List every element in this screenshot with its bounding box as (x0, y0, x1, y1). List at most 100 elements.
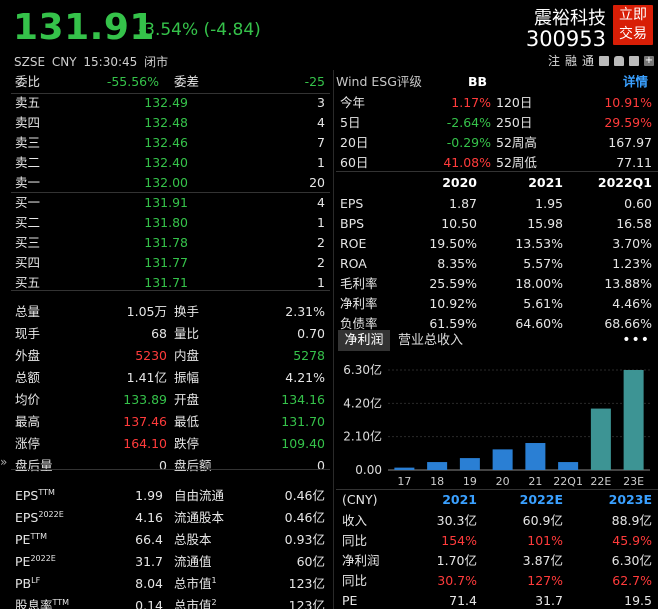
stat-row: 最高 137.46 最低 131.70 (11, 411, 330, 433)
bar[interactable] (525, 443, 546, 470)
valuation-value: 8.04 (135, 576, 163, 591)
square-icon[interactable] (599, 55, 609, 66)
bar[interactable] (623, 370, 644, 470)
esg-details-link[interactable]: 详情 (622, 74, 648, 89)
forecast-col-3: 2023E (608, 492, 652, 507)
order-ratio-row: 委比 -55.56% 委差 -25 (11, 71, 330, 93)
fin-value: 1.95 (535, 196, 563, 211)
bids-label: 买一 (15, 195, 41, 210)
note-button[interactable]: 注 (547, 54, 560, 68)
asks-row[interactable]: 卖三 132.46 7 (11, 133, 330, 153)
forecast-header: (CNY) 2021 2022E 2023E (336, 490, 658, 511)
bids-price: 131.91 (144, 195, 188, 210)
y-tick-label: 4.20亿 (343, 395, 382, 410)
bar[interactable] (394, 467, 415, 470)
financial-row: ROE 19.50% 13.53% 3.70% (336, 234, 658, 254)
fin-value: 0.60 (624, 196, 652, 211)
share-label: 总股本 (174, 529, 212, 551)
valuation-row: PE2022E 31.7 流通值 60亿 (11, 551, 330, 573)
stat-value: 131.70 (281, 414, 325, 429)
perf-value: 10.91% (604, 95, 652, 110)
valuation-label-sup: 2022E (38, 510, 64, 519)
bar[interactable] (558, 462, 579, 470)
forecast-value: 3.87亿 (522, 553, 563, 568)
trade-now-button[interactable]: 立即交易 (613, 5, 653, 45)
divider (11, 469, 330, 470)
asks-label: 卖五 (15, 95, 41, 110)
share-value: 60亿 (296, 554, 325, 569)
collapse-arrow-icon[interactable]: » (0, 455, 8, 469)
divider (11, 290, 330, 291)
bar[interactable] (492, 449, 513, 470)
net-profit-chart: 0.00 2.10亿 4.20亿 6.30亿 17 18 19 20 21 22Q1 22E 23E (343, 362, 650, 488)
stat-label: 盘后量 (15, 458, 53, 473)
fin-label: ROE (340, 236, 367, 251)
bar[interactable] (459, 458, 480, 470)
stat-label: 量比 (174, 326, 200, 341)
stat-label: 振幅 (174, 370, 200, 385)
fin-value: 61.59% (429, 316, 477, 331)
bids-row[interactable]: 买四 131.77 2 (11, 253, 330, 273)
bids-volume: 4 (317, 195, 325, 210)
tab-net-profit[interactable]: 净利润 (338, 330, 390, 351)
fin-value: 18.00% (515, 276, 563, 291)
stat-value: 137.46 (123, 414, 167, 429)
stat-row: 现手 68 量比 0.70 (11, 323, 330, 345)
y-tick-label: 2.10亿 (343, 429, 382, 444)
share-label-text: 流通股本 (174, 510, 225, 525)
fin-value: 13.88% (604, 276, 652, 291)
x-tick-label: 21 (528, 475, 542, 488)
bids-row[interactable]: 买三 131.78 2 (11, 233, 330, 253)
tab-revenue[interactable]: 营业总收入 (398, 333, 464, 348)
y-tick-label: 0.00 (355, 463, 382, 477)
asks-row[interactable]: 卖四 132.48 4 (11, 113, 330, 133)
diff-label: 委差 (174, 74, 200, 89)
bids-price: 131.78 (144, 235, 188, 250)
stat-label: 总量 (15, 304, 41, 319)
perf-value: 77.11 (616, 155, 652, 170)
stat-value: 0 (317, 458, 325, 473)
bids-row[interactable]: 买二 131.80 1 (11, 213, 330, 233)
valuation-label: EPSTTM (15, 485, 55, 509)
share-value: 0.93亿 (284, 532, 325, 547)
price-change: -3.54% (-4.84) (138, 20, 261, 40)
asks-label: 卖三 (15, 135, 41, 150)
fin-value: 1.23% (612, 256, 652, 271)
connect-button[interactable]: 通 (581, 54, 594, 68)
valuation-label: PE2022E (15, 551, 56, 575)
add-icon[interactable]: + (644, 54, 654, 66)
bar[interactable] (427, 462, 448, 470)
valuation-label: EPS2022E (15, 507, 64, 531)
stat-row: 外盘 5230 内盘 5278 (11, 345, 330, 367)
asks-price: 132.40 (144, 155, 188, 170)
ratio-label: 委比 (15, 74, 41, 89)
perf-value: -2.64% (446, 115, 491, 130)
fin-year-2: 2021 (528, 175, 563, 190)
bar[interactable] (590, 408, 611, 470)
stat-value: 5230 (135, 348, 167, 363)
bell-icon[interactable] (614, 55, 624, 66)
bids-row[interactable]: 买一 131.91 4 (11, 193, 330, 213)
window-icon[interactable] (629, 55, 639, 66)
asks-row[interactable]: 卖二 132.40 1 (11, 153, 330, 173)
stat-row: 总额 1.41亿 振幅 4.21% (11, 367, 330, 389)
bids-row[interactable]: 买五 131.71 1 (11, 273, 330, 293)
more-icon[interactable]: ••• (622, 332, 650, 348)
asks-row[interactable]: 卖五 132.49 3 (11, 93, 330, 113)
margin-button[interactable]: 融 (564, 54, 577, 68)
financial-row: EPS 1.87 1.95 0.60 (336, 194, 658, 214)
performance-row: 60日 41.08% 52周低 77.11 (336, 153, 658, 173)
asks-row[interactable]: 卖一 132.00 20 (11, 173, 330, 193)
fin-value: 16.58 (616, 216, 652, 231)
forecast-label: 净利润 (342, 553, 380, 568)
share-value: 123亿 (288, 598, 325, 609)
stat-label: 最低 (174, 414, 200, 429)
forecast-value: 60.9亿 (522, 513, 563, 528)
perf-label: 52周高 (496, 135, 537, 150)
fin-value: 8.35% (437, 256, 477, 271)
financial-row: 净利率 10.92% 5.61% 4.46% (336, 294, 658, 314)
bids-volume: 1 (317, 275, 325, 290)
perf-label: 5日 (340, 115, 361, 130)
divider (336, 171, 658, 172)
divider (11, 93, 330, 94)
